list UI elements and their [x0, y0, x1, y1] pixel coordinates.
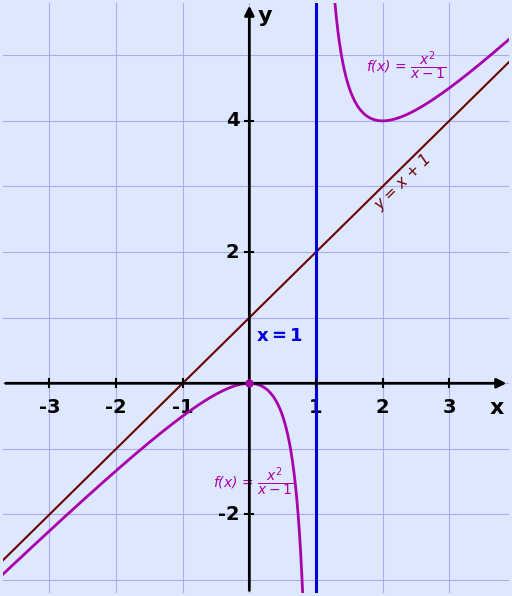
Text: y = x + 1: y = x + 1 — [372, 151, 435, 213]
Text: x: x — [489, 398, 504, 418]
Text: 3: 3 — [442, 398, 456, 417]
Text: -2: -2 — [105, 398, 127, 417]
Text: -2: -2 — [218, 505, 239, 524]
Text: f(x) = $\dfrac{x^2}{x-1}$: f(x) = $\dfrac{x^2}{x-1}$ — [366, 49, 446, 82]
Text: y: y — [258, 6, 272, 26]
Text: 2: 2 — [376, 398, 390, 417]
Text: $\bf{x = 1}$: $\bf{x = 1}$ — [256, 327, 303, 345]
Text: 1: 1 — [309, 398, 323, 417]
Text: f(x) = $\dfrac{x^2}{x-1}$: f(x) = $\dfrac{x^2}{x-1}$ — [212, 465, 293, 498]
Text: -3: -3 — [39, 398, 60, 417]
Text: 2: 2 — [226, 243, 239, 262]
Text: -1: -1 — [172, 398, 194, 417]
Text: 4: 4 — [226, 111, 239, 131]
